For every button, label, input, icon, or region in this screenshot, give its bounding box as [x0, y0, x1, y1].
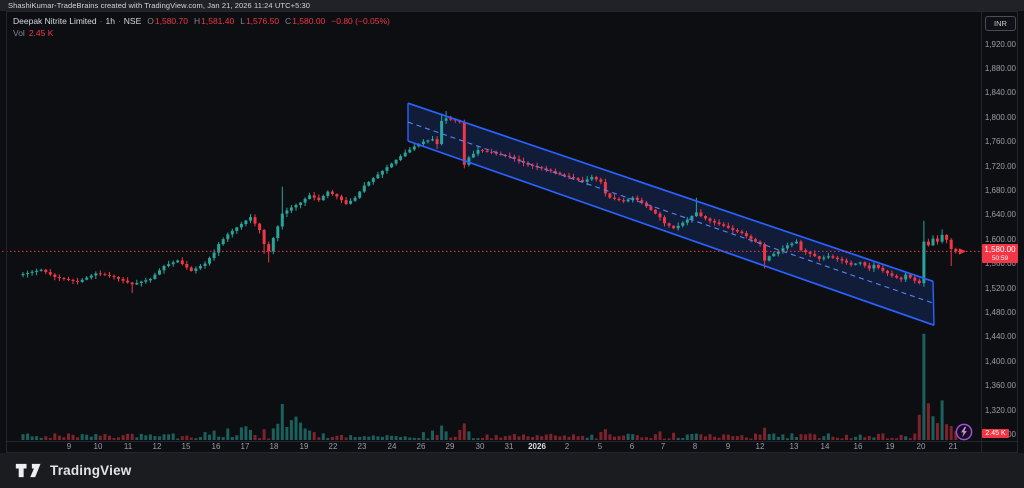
bar-countdown: 50:59 — [991, 255, 1009, 262]
price-tick-label: 1,920.00 — [984, 39, 1016, 49]
volume-legend[interactable]: Vol 2.45 K — [13, 28, 53, 38]
time-tick-label: 16 — [853, 442, 863, 451]
volume-label: Vol — [13, 28, 25, 38]
time-tick-label: 2 — [564, 442, 570, 451]
time-tick-label: 19 — [885, 442, 895, 451]
time-tick-label: 22 — [328, 442, 338, 451]
high-label: H — [193, 16, 201, 26]
volume-value: 2.45 K — [28, 28, 54, 38]
time-tick-label: 9 — [66, 442, 72, 451]
symbol-title: Deepak Nitrite Limited — [13, 16, 97, 26]
time-tick-label: 20 — [916, 442, 926, 451]
time-tick-label: 30 — [475, 442, 485, 451]
price-axis[interactable]: 1,920.00 1,880.00 1,840.00 1,800.00 1,760.00… — [982, 11, 1024, 453]
time-tick-label: 16 — [211, 442, 221, 451]
time-tick-label: 5 — [597, 442, 603, 451]
time-tick-label: 12 — [755, 442, 765, 451]
currency-toggle-button[interactable]: INR — [985, 16, 1016, 31]
price-tick-label: 1,400.00 — [984, 356, 1016, 366]
price-tick-label: 1,600.00 — [984, 234, 1016, 244]
time-tick-label: 14 — [820, 442, 830, 451]
time-tick-label: 31 — [504, 442, 514, 451]
close-label: C — [285, 16, 292, 26]
time-axis[interactable]: 9 10 11 12 15 16 17 18 19 22 23 24 26 29 30 31 2026 2 5 6 7 8… — [0, 442, 982, 453]
exchange-label: NSE — [123, 16, 142, 26]
change-value: −0.80 (−0.05%) — [331, 16, 390, 26]
time-tick-label: 11 — [123, 442, 133, 451]
time-tick-label: 21 — [948, 442, 958, 451]
price-tick-label: 1,640.00 — [984, 210, 1016, 220]
price-tick-label: 1,560.00 — [984, 259, 1016, 269]
price-tick-label: 1,320.00 — [984, 405, 1016, 415]
chart-legend[interactable]: Deepak Nitrite Limited · 1h · NSE O1,580.70 H1… — [13, 16, 390, 26]
tradingview-logo-icon[interactable] — [15, 462, 43, 479]
low-value: 1,576.50 — [245, 16, 280, 26]
time-tick-label: 15 — [181, 442, 191, 451]
price-tick-label: 1,360.00 — [984, 381, 1016, 391]
time-tick-label: 17 — [240, 442, 250, 451]
time-tick-label: 26 — [416, 442, 426, 451]
high-value: 1,581.40 — [201, 16, 235, 26]
price-tick-label: 1,720.00 — [984, 161, 1016, 171]
time-tick-label: 12 — [152, 442, 162, 451]
open-label: O — [147, 16, 154, 26]
time-tick-label: 24 — [387, 442, 397, 451]
time-tick-label: 6 — [629, 442, 635, 451]
time-tick-label: 9 — [725, 442, 731, 451]
price-tick-label: 1,480.00 — [984, 307, 1016, 317]
price-tick-label: 1,840.00 — [984, 88, 1016, 98]
price-tick-label: 1,880.00 — [984, 63, 1016, 73]
tradingview-logo-text[interactable]: TradingView — [50, 463, 132, 478]
time-tick-label: 13 — [789, 442, 799, 451]
instant-trading-button[interactable] — [955, 423, 973, 441]
price-tick-label: 1,440.00 — [984, 332, 1016, 342]
interval-label: 1h — [105, 16, 115, 26]
last-price-value: 1,580.00 — [984, 245, 1016, 254]
open-value: 1,580.70 — [154, 16, 188, 26]
time-tick-label: 8 — [692, 442, 698, 451]
price-tick-label: 1,680.00 — [984, 185, 1016, 195]
price-tick-label: 1,800.00 — [984, 112, 1016, 122]
time-tick-label: 10 — [93, 442, 103, 451]
time-tick-label: 19 — [299, 442, 309, 451]
time-tick-label: 2026 — [528, 442, 546, 451]
lightning-icon — [955, 423, 973, 441]
time-tick-label: 7 — [660, 442, 666, 451]
footer-bar: TradingView — [0, 453, 1024, 488]
legend-separator: · — [99, 16, 103, 26]
price-tick-label: 1,520.00 — [984, 283, 1016, 293]
low-label: L — [240, 16, 245, 26]
price-tick-label: 1,760.00 — [984, 137, 1016, 147]
close-value: 1,580.00 — [292, 16, 326, 26]
last-price-badge: 1,580.00 50:59 — [982, 244, 1018, 263]
legend-separator: · — [117, 16, 121, 26]
volume-axis-badge: 2.45 K — [982, 429, 1009, 438]
time-tick-label: 29 — [445, 442, 455, 451]
attribution-bar: ShashiKumar-TradeBrains created with Tra… — [0, 0, 1024, 11]
time-tick-label: 23 — [357, 442, 367, 451]
time-tick-label: 18 — [269, 442, 279, 451]
